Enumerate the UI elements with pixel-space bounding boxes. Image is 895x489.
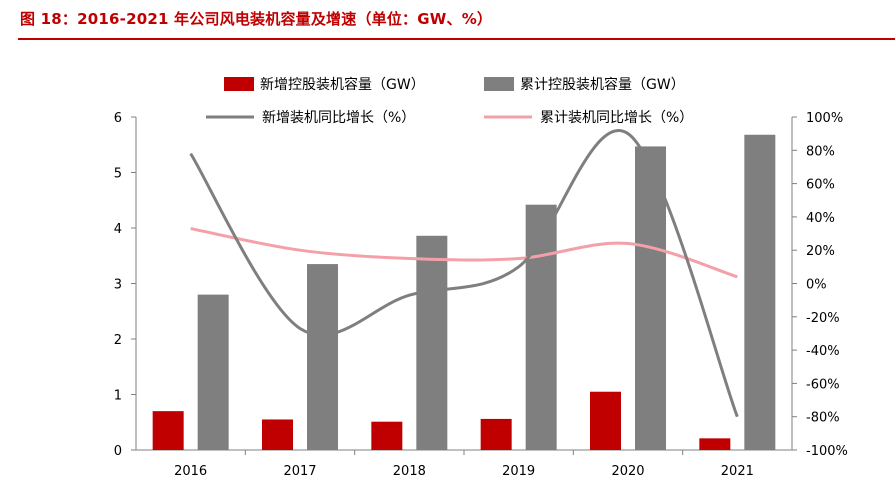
bar-cumulative-capacity [635, 146, 666, 451]
line-cumulative-growth [190, 227, 738, 279]
y-left-tick-label: 4 [114, 222, 122, 237]
y-right-tick-label: -20% [806, 311, 840, 326]
legend: 新增控股装机容量（GW） 累计控股装机容量（GW） 新增装机同比增长（%） 累计装机同… [206, 76, 693, 126]
bar-new-capacity [371, 421, 403, 450]
bar-cumulative-capacity [744, 134, 776, 450]
y-left-tick-label: 3 [114, 278, 122, 293]
y-left-tick-label: 5 [114, 167, 122, 182]
y-left-tick-label: 2 [114, 333, 122, 348]
title-divider [18, 38, 895, 40]
y-right-tick-label: 60% [806, 178, 835, 193]
legend-swatch [224, 77, 254, 91]
bar-new-capacity [262, 419, 293, 450]
y-right-tick-label: -40% [806, 344, 840, 359]
y-right-tick-label: -80% [806, 411, 840, 426]
chart-title: 图 18：2016-2021 年公司风电装机容量及增速（单位：GW、%） [20, 10, 493, 28]
x-tick-label: 2018 [393, 464, 426, 479]
lines [189, 129, 739, 418]
bar-cumulative-capacity [525, 204, 557, 450]
bars [152, 134, 776, 451]
bar-new-capacity [590, 391, 621, 450]
x-tick-label: 2017 [283, 464, 316, 479]
y-right-tick-label: -100% [806, 444, 848, 459]
bar-cumulative-capacity [197, 294, 229, 450]
y-right-tick-label: 20% [806, 244, 835, 259]
legend-label: 新增装机同比增长（%） [262, 110, 415, 126]
legend-label: 累计控股装机容量（GW） [520, 76, 685, 93]
y-left-tick-label: 6 [114, 111, 122, 126]
bar-cumulative-capacity [307, 264, 338, 450]
bar-new-capacity [480, 418, 512, 450]
bar-new-capacity [152, 411, 184, 450]
y-left-tick-label: 0 [114, 444, 122, 459]
y-left-tick-label: 1 [114, 389, 122, 404]
legend-swatch [484, 77, 514, 91]
x-tick-label: 2020 [611, 464, 644, 479]
y-right-tick-label: 40% [806, 211, 835, 226]
y-right-tick-label: -60% [806, 377, 840, 392]
y-right-tick-label: 100% [806, 111, 843, 126]
y-right-tick-label: 0% [806, 278, 827, 293]
axes: 0 1 2 3 4 5 6 -100% -80% -60% -40% -20% 0% 20% 40% 60% 8… [114, 111, 848, 479]
x-tick-label: 2016 [174, 464, 207, 479]
line-new-growth [189, 129, 739, 418]
x-tick-label: 2021 [721, 464, 754, 479]
x-tick-label: 2019 [502, 464, 535, 479]
bar-new-capacity [699, 438, 731, 450]
legend-label: 累计装机同比增长（%） [540, 110, 693, 126]
legend-label: 新增控股装机容量（GW） [260, 76, 425, 93]
y-right-tick-label: 80% [806, 144, 835, 159]
bar-cumulative-capacity [416, 235, 448, 450]
